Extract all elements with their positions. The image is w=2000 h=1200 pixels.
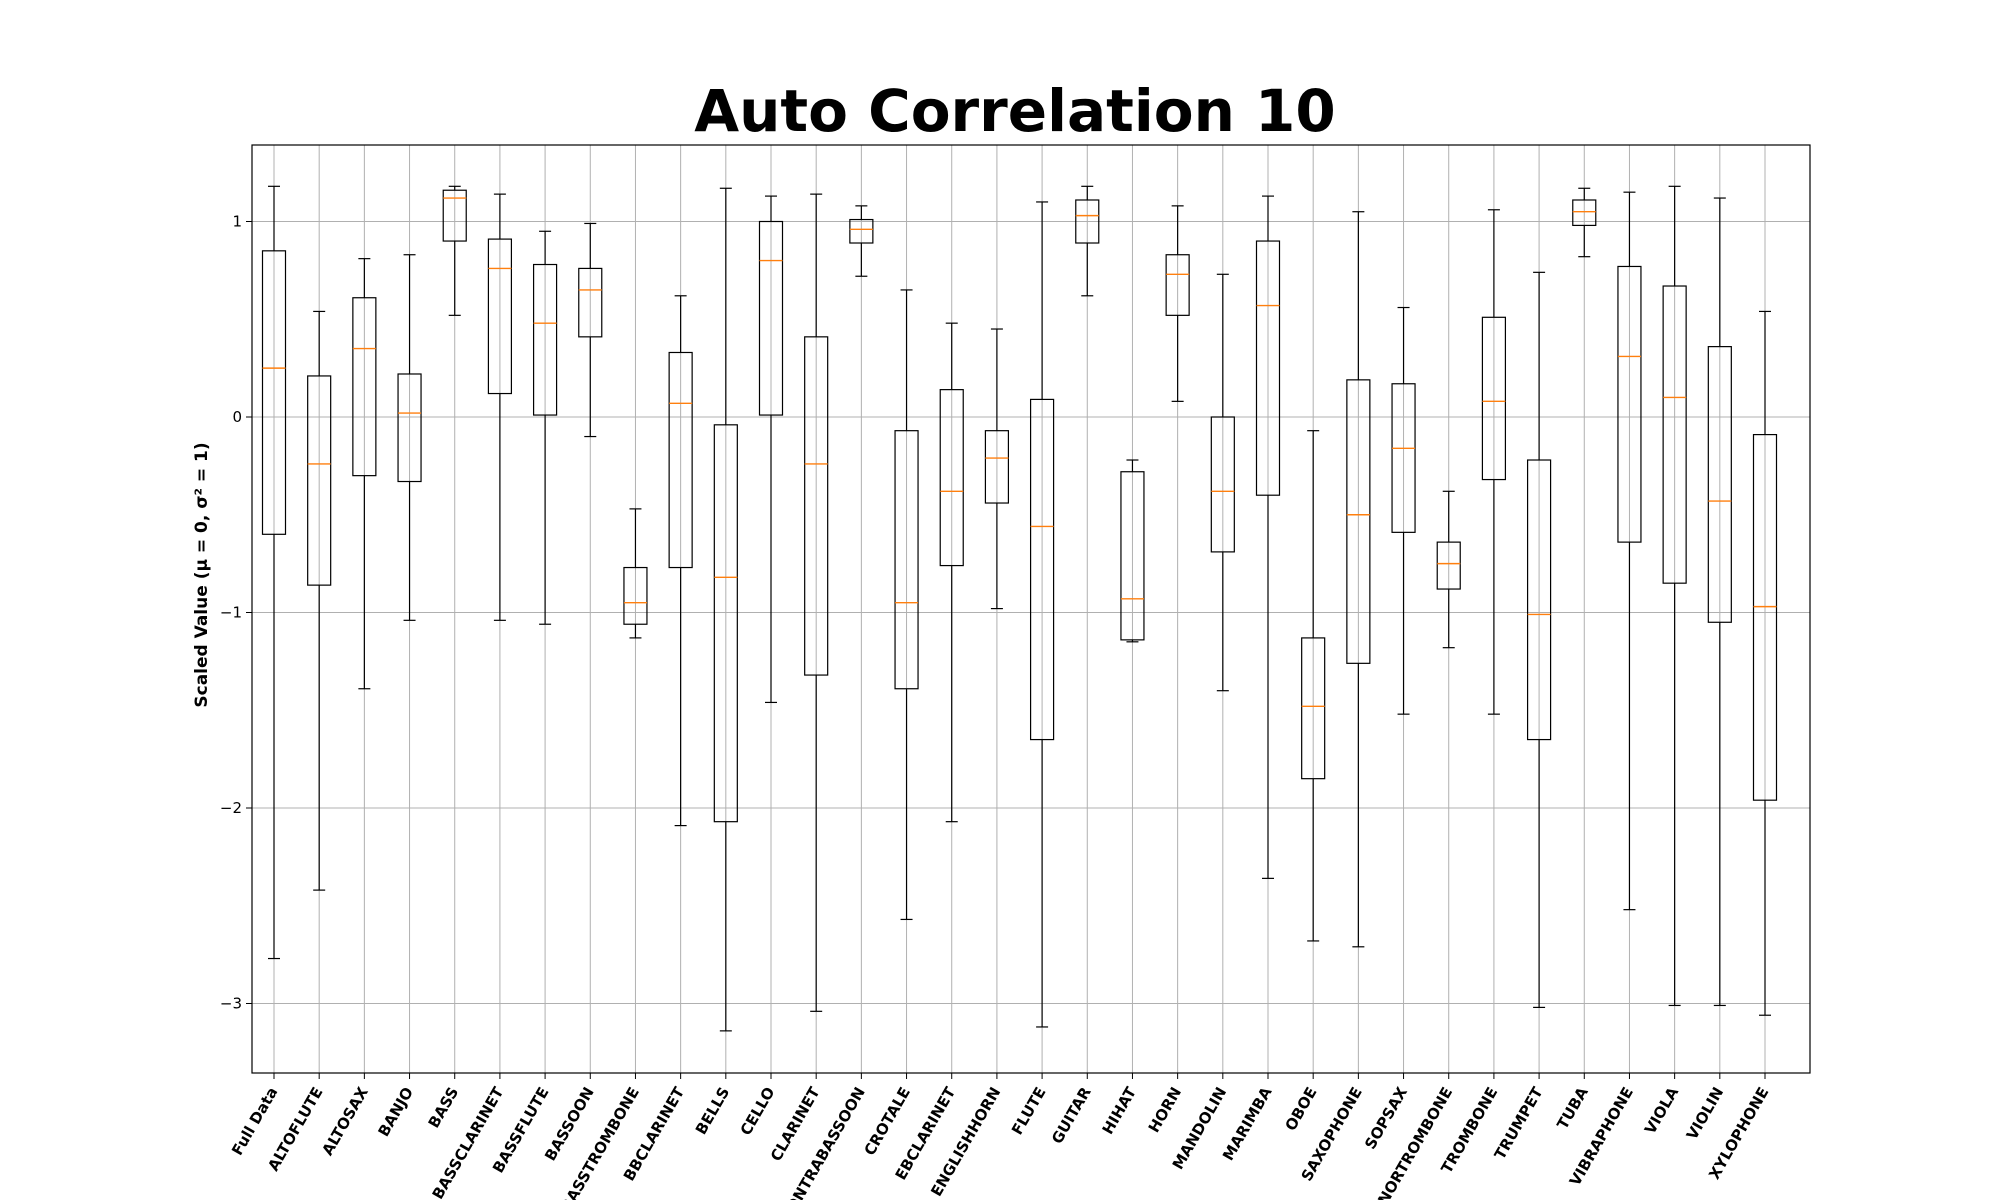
boxes xyxy=(261,185,1778,1032)
x-tick-label: CELLO xyxy=(737,1084,779,1139)
iqr-box xyxy=(894,430,919,690)
y-tick-label: 0 xyxy=(232,408,242,426)
box-bass xyxy=(442,185,467,316)
x-tick-label: BASS xyxy=(425,1084,463,1131)
box-tuba xyxy=(1572,187,1597,258)
box-vibraphone xyxy=(1617,191,1642,911)
x-tick-label: ALTOSAX xyxy=(318,1084,372,1159)
iqr-box xyxy=(487,238,513,395)
box-bassclarinet xyxy=(487,193,513,621)
box-trumpet xyxy=(1526,271,1552,1009)
chart-title: Auto Correlation 10 xyxy=(694,77,1336,145)
x-tick-label: GUITAR xyxy=(1048,1084,1095,1147)
box-altosax xyxy=(352,258,377,690)
x-tick-label: BANJO xyxy=(374,1084,417,1140)
box-banjo xyxy=(397,254,422,621)
iqr-box xyxy=(352,297,377,477)
y-tick-label: −2 xyxy=(220,799,242,817)
iqr-box xyxy=(1662,285,1687,584)
box-crotale xyxy=(894,289,919,921)
x-tick-label: BELLS xyxy=(692,1084,733,1138)
box-ebclarinet xyxy=(939,322,964,823)
box-saxophone xyxy=(1346,211,1371,948)
x-tick-label: VIOLIN xyxy=(1683,1084,1727,1143)
box-bassoon xyxy=(578,222,603,438)
iqr-box xyxy=(1481,316,1507,481)
box-bbclarinet xyxy=(668,295,693,827)
iqr-box xyxy=(984,430,1010,504)
iqr-box xyxy=(1255,240,1281,496)
iqr-box xyxy=(1707,346,1732,623)
iqr-box xyxy=(1391,383,1416,533)
iqr-box xyxy=(1075,199,1100,244)
iqr-box xyxy=(668,351,693,569)
box-hihat xyxy=(1120,459,1145,643)
x-tick-label: SOPSAX xyxy=(1361,1084,1411,1153)
iqr-box xyxy=(1301,637,1326,780)
box-violin xyxy=(1707,197,1732,1007)
x-tick-label: BASSTROMBONE xyxy=(557,1084,643,1200)
box-sopsax xyxy=(1391,306,1416,715)
iqr-box xyxy=(849,218,874,244)
box-cello xyxy=(758,195,784,704)
iqr-box xyxy=(804,336,829,676)
x-tick-label: VIOLA xyxy=(1641,1084,1682,1138)
box-xylophone xyxy=(1752,310,1778,1016)
box-trombone xyxy=(1481,209,1507,715)
iqr-box xyxy=(1120,471,1145,641)
box-altoflute xyxy=(307,310,332,891)
iqr-box xyxy=(1029,398,1055,741)
box-bells xyxy=(713,187,738,1032)
x-tick-label: HIHAT xyxy=(1099,1083,1141,1137)
iqr-box xyxy=(532,263,558,416)
iqr-box xyxy=(1210,416,1235,553)
plot-frame xyxy=(251,144,1811,1074)
x-tick-label: TUBA xyxy=(1553,1084,1592,1133)
iqr-box xyxy=(1526,459,1552,741)
box-full-data xyxy=(261,185,287,960)
box-contrabassoon xyxy=(849,205,874,277)
box-guitar xyxy=(1075,185,1100,297)
box-tenortrombone xyxy=(1436,490,1461,649)
y-tick-label: −1 xyxy=(220,604,242,622)
iqr-box xyxy=(713,424,738,823)
x-tick-label: FLUTE xyxy=(1008,1084,1050,1138)
iqr-box xyxy=(1165,254,1190,316)
iqr-box xyxy=(1436,541,1461,590)
x-tick-label: HORN xyxy=(1145,1084,1185,1136)
box-clarinet xyxy=(804,193,829,1012)
y-axis-label: Scaled Value (μ = 0, σ² = 1) xyxy=(192,442,212,707)
iqr-box xyxy=(397,373,422,483)
iqr-box xyxy=(1346,379,1371,664)
y-tick-label: −3 xyxy=(220,995,242,1013)
box-mandolin xyxy=(1210,273,1235,692)
box-marimba xyxy=(1255,195,1281,879)
iqr-box xyxy=(758,220,784,416)
x-tick-label: OBOE xyxy=(1281,1084,1320,1134)
iqr-box xyxy=(442,189,467,242)
iqr-box xyxy=(1572,199,1597,227)
y-tick-label: 1 xyxy=(232,213,242,231)
iqr-box xyxy=(1752,433,1778,801)
iqr-box xyxy=(1617,265,1642,543)
box-bassflute xyxy=(532,230,558,625)
iqr-box xyxy=(939,389,964,567)
iqr-box xyxy=(261,250,287,535)
box-horn xyxy=(1165,205,1190,402)
box-flute xyxy=(1029,201,1055,1028)
box-oboe xyxy=(1301,430,1326,942)
box-englishhorn xyxy=(984,328,1010,610)
iqr-box xyxy=(623,566,648,625)
box-viola xyxy=(1662,185,1687,1007)
iqr-box xyxy=(578,267,603,338)
iqr-box xyxy=(307,375,332,586)
box-basstrombone xyxy=(623,508,648,639)
